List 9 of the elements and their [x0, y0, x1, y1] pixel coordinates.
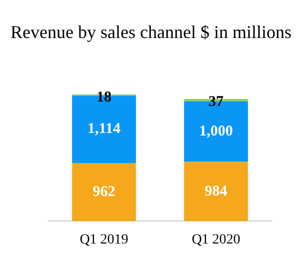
data-label: 1,114 — [88, 121, 121, 138]
bar — [184, 162, 248, 222]
data-label: 962 — [92, 184, 116, 200]
data-label: 984 — [204, 183, 228, 200]
x-tick-label: Q1 2019 — [80, 232, 128, 248]
bar — [72, 163, 136, 222]
data-label: 1,000 — [199, 123, 233, 140]
chart-title: Revenue by sales channel $ in millions — [10, 22, 292, 43]
x-tick-label: Q1 2020 — [192, 232, 240, 248]
